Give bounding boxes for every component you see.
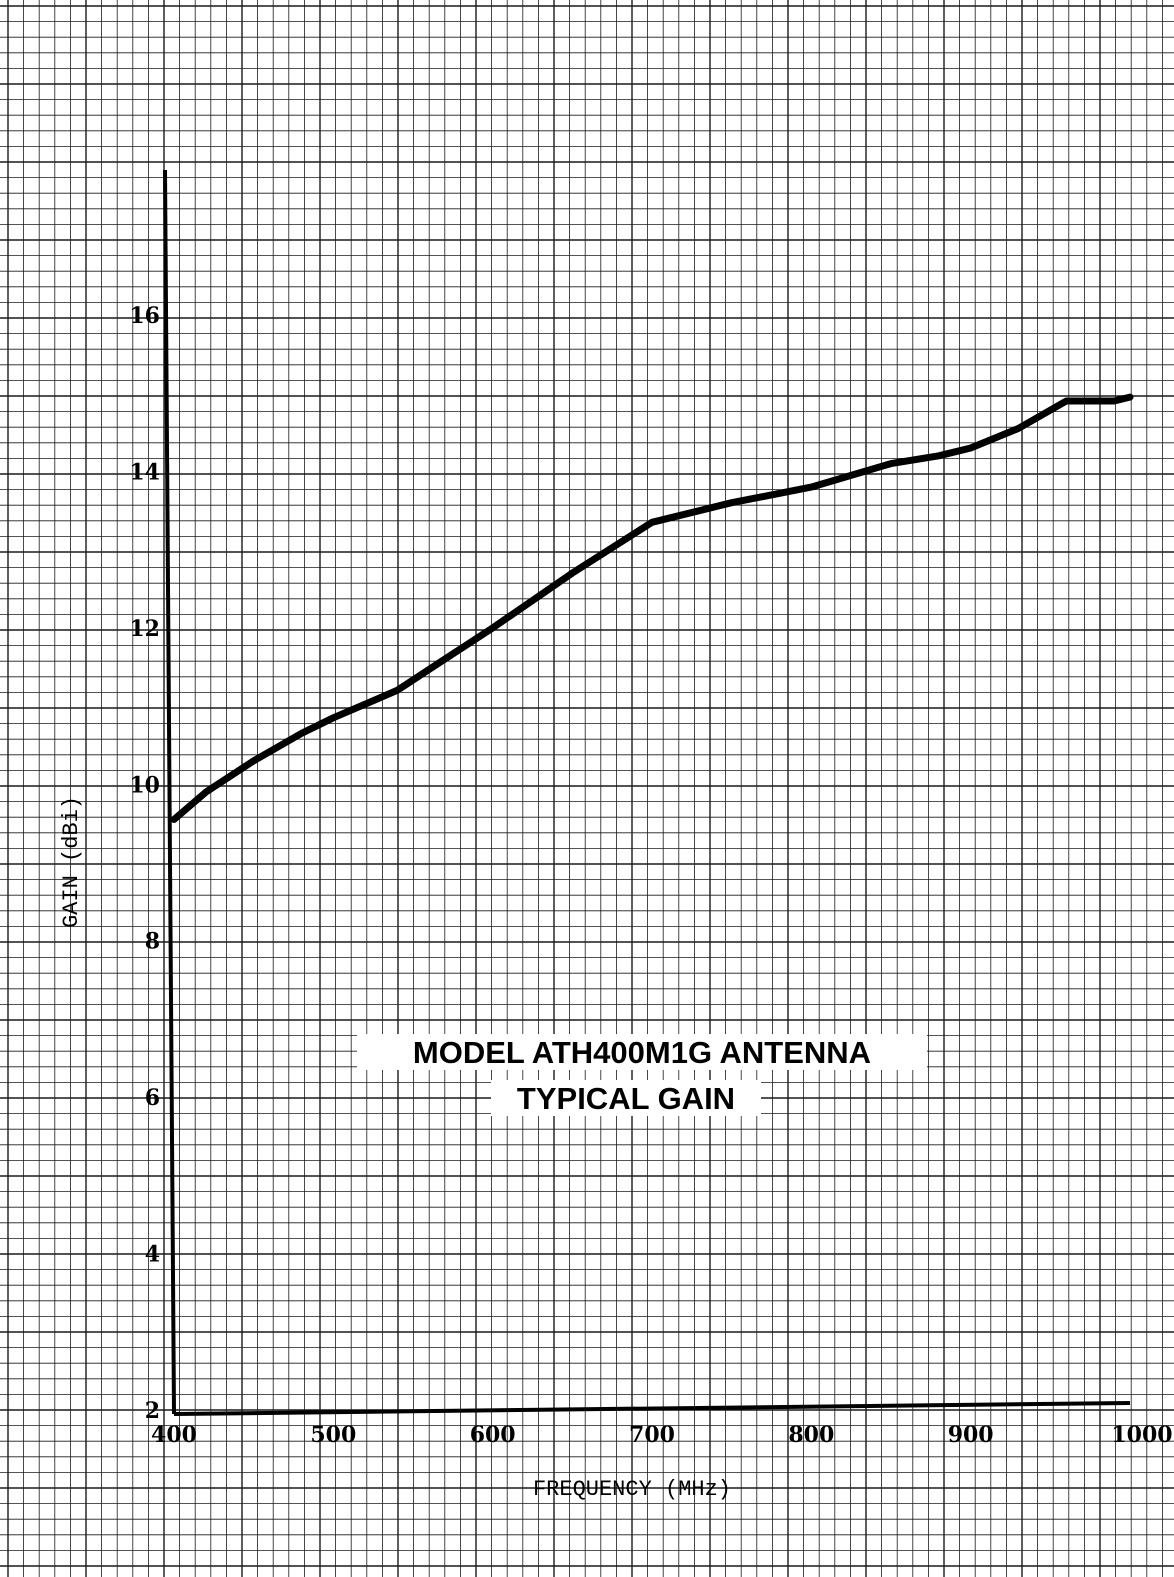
y-tick-label: 8 (145, 929, 160, 955)
y-axis-label: GAIN (dBi) (59, 796, 84, 928)
tick-labels: 400 500 600 700 800 900 1000 2 4 6 8 10 12 14 16 (129, 303, 1172, 1448)
y-axis-line (163, 169, 176, 1415)
y-tick-label: 2 (145, 1398, 160, 1424)
y-tick-label: 10 (129, 772, 160, 798)
x-tick-label: 900 (948, 1422, 994, 1448)
y-tick-label: 12 (129, 616, 160, 642)
x-tick-label: 700 (629, 1422, 675, 1448)
y-tick-label: 14 (129, 459, 160, 485)
gain-curve (170, 393, 1134, 823)
x-axis-line (173, 1401, 1131, 1416)
title-line-1-box (357, 1034, 927, 1070)
x-axis-label: FREQUENCY (MHz) (533, 1477, 731, 1502)
x-tick-label: 800 (788, 1422, 834, 1448)
series-lines (170, 393, 1134, 823)
x-tick-label: 400 (151, 1422, 197, 1448)
x-tick-label: 500 (310, 1422, 356, 1448)
title-line-2-box (491, 1080, 761, 1116)
y-tick-label: 4 (145, 1242, 160, 1268)
title-line-2: TYPICAL GAIN (517, 1081, 735, 1116)
axes (163, 169, 1131, 1416)
title-line-1: MODEL ATH400M1G ANTENNA (413, 1035, 871, 1070)
chart-title: MODEL ATH400M1G ANTENNA TYPICAL GAIN (357, 1034, 927, 1116)
x-tick-label: 1000 (1111, 1422, 1172, 1448)
y-tick-label: 16 (129, 303, 160, 329)
x-tick-label: 600 (470, 1422, 516, 1448)
axis-labels: FREQUENCY (MHz) GAIN (dBi) (59, 796, 731, 1502)
y-tick-label: 6 (145, 1085, 160, 1111)
